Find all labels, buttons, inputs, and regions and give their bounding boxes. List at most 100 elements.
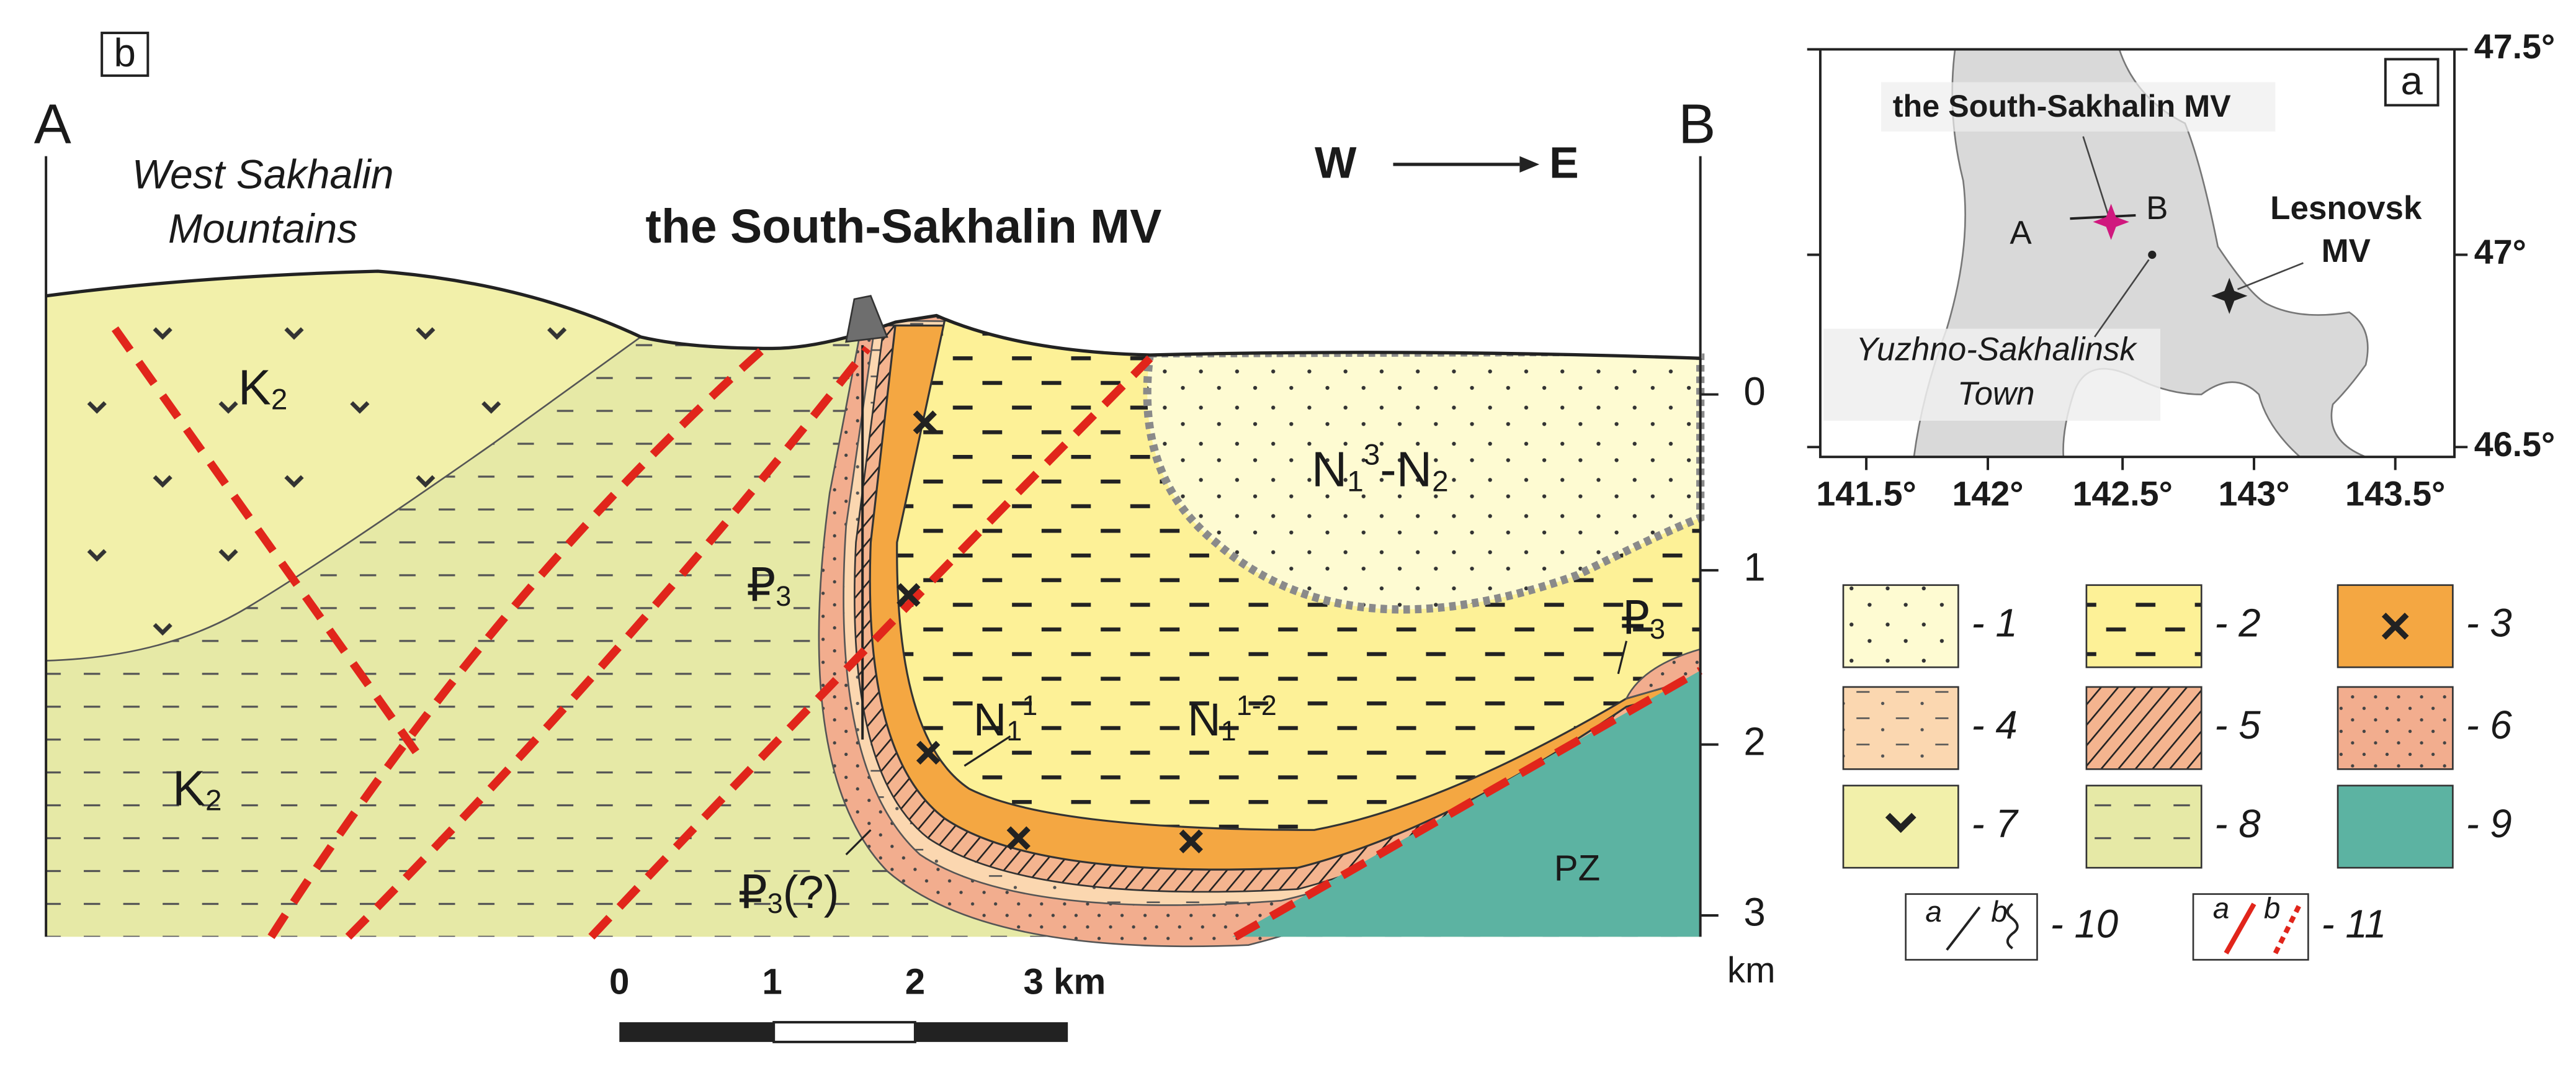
formation-label: K2 <box>172 760 221 817</box>
formation-part: 3 <box>767 888 783 919</box>
formation-part: ₽ <box>746 559 776 611</box>
swatch-10 <box>1905 893 2038 961</box>
formation-part: 3 <box>1364 439 1380 472</box>
formation-label: N13-N2 <box>1312 439 1449 498</box>
legend-sublabel: a <box>1925 896 1942 928</box>
lat-label: 47° <box>2474 233 2526 271</box>
cross-section <box>45 32 1705 1043</box>
legend-label: - 4 <box>1972 703 2018 747</box>
formation-part: ₽ <box>738 866 767 918</box>
formation-label: K2 <box>238 359 287 416</box>
formation-part: 1 <box>1221 715 1237 747</box>
formation-label: N11-2 <box>1187 690 1277 746</box>
depth-tick-label: 3 <box>1743 891 1765 935</box>
fault <box>1233 667 1702 941</box>
formation-part: ₽ <box>1621 592 1650 644</box>
formation-part: -N <box>1380 442 1432 497</box>
markers <box>897 410 1203 853</box>
lat-label: 46.5° <box>2474 425 2555 464</box>
legend-label: - 8 <box>2214 802 2260 846</box>
leader <box>1617 640 1628 675</box>
leader <box>2237 262 2304 290</box>
swatch-symbol <box>1946 906 1981 951</box>
panel-label-box <box>101 32 150 77</box>
formation-label: ₽3 <box>746 559 791 612</box>
swatch-6 <box>2337 686 2454 770</box>
swatch-11 <box>2192 893 2309 961</box>
site-label: the South-Sakhalin MV <box>1893 88 2231 124</box>
formation-label: ₽3 <box>1621 592 1665 645</box>
swatch-4 <box>1842 686 1959 770</box>
section-title: the South-Sakhalin MV <box>645 200 1161 253</box>
map-frame <box>1818 48 2456 459</box>
formation-part: 1 <box>1347 465 1364 498</box>
formation-part: 3 <box>1650 613 1665 645</box>
swatch-9 <box>2337 784 2454 869</box>
legend-label: - 7 <box>1972 802 2019 846</box>
scale-segment <box>915 1022 1068 1042</box>
swatch-8 <box>2085 784 2203 869</box>
direction-to: E <box>1549 138 1579 187</box>
formation-part: N <box>973 694 1007 745</box>
section-trace <box>2070 213 2136 220</box>
legend-sublabel: a <box>2213 892 2230 925</box>
formation-label: PZ <box>1554 848 1600 889</box>
fault <box>588 355 1153 940</box>
formation-part: 1 <box>1006 715 1022 747</box>
section-end: A <box>34 92 71 155</box>
formation-part: (?) <box>783 866 839 918</box>
fault <box>267 345 767 939</box>
legend-label: - 6 <box>2466 703 2513 747</box>
leader <box>2082 136 2111 219</box>
fault <box>345 346 871 940</box>
formation-label: ₽3(?) <box>738 866 839 919</box>
faults <box>111 326 1702 941</box>
formation-label: N11 <box>973 690 1038 746</box>
scale-segment <box>619 1022 774 1042</box>
lon-label: 141.5° <box>1816 474 1916 513</box>
formation-part: 3 <box>776 580 791 612</box>
lesnovsk-label: Lesnovsk <box>2270 190 2422 227</box>
lon-label: 142° <box>1952 474 2024 513</box>
leader <box>845 829 872 856</box>
swatch-2 <box>2085 584 2203 668</box>
depth-tick-label: 1 <box>1743 546 1765 590</box>
formation-part: PZ <box>1554 848 1600 889</box>
lat-label: 47.5° <box>2474 27 2555 66</box>
formation-part: 2 <box>271 384 288 416</box>
leader <box>2094 259 2150 338</box>
swatch-symbol <box>2273 902 2302 955</box>
legend-label: - 9 <box>2466 802 2512 846</box>
formation-part: 1 <box>1022 690 1037 721</box>
section-end: A <box>2010 215 2032 251</box>
location-map <box>1818 48 2456 459</box>
scale-segment <box>772 1021 916 1043</box>
scale-label: 3 km <box>1023 962 1106 1002</box>
panel-label-box <box>2384 58 2440 107</box>
scale-label: 0 <box>609 962 629 1002</box>
swatch-symbol <box>1885 812 1916 834</box>
region-label: West Sakhalin <box>132 152 394 198</box>
swatch-1 <box>1842 584 1959 668</box>
town-label: Town <box>1957 375 2035 412</box>
topography <box>45 269 1701 360</box>
lon-label: 143° <box>2219 474 2290 513</box>
scale-label: 2 <box>905 962 925 1002</box>
depth-unit: km <box>1727 950 1776 991</box>
formation-part: 2 <box>1432 465 1449 498</box>
legend-label: - 10 <box>2051 902 2119 946</box>
label-backdrop <box>1823 328 2161 421</box>
section-end: B <box>1678 92 1715 155</box>
region-label: Mountains <box>168 206 357 252</box>
swatch-symbol <box>2381 613 2409 640</box>
site-star <box>2093 204 2129 240</box>
formation-part: K <box>238 359 271 415</box>
swatch-symbol <box>2006 902 2019 950</box>
lon-label: 143.5° <box>2345 474 2445 513</box>
legend-label: - 11 <box>2322 902 2387 946</box>
legend-label: - 1 <box>1972 601 2018 645</box>
legend-label: - 2 <box>2214 601 2260 645</box>
legend-label: - 3 <box>2466 601 2512 645</box>
scale-label: 1 <box>762 962 782 1002</box>
